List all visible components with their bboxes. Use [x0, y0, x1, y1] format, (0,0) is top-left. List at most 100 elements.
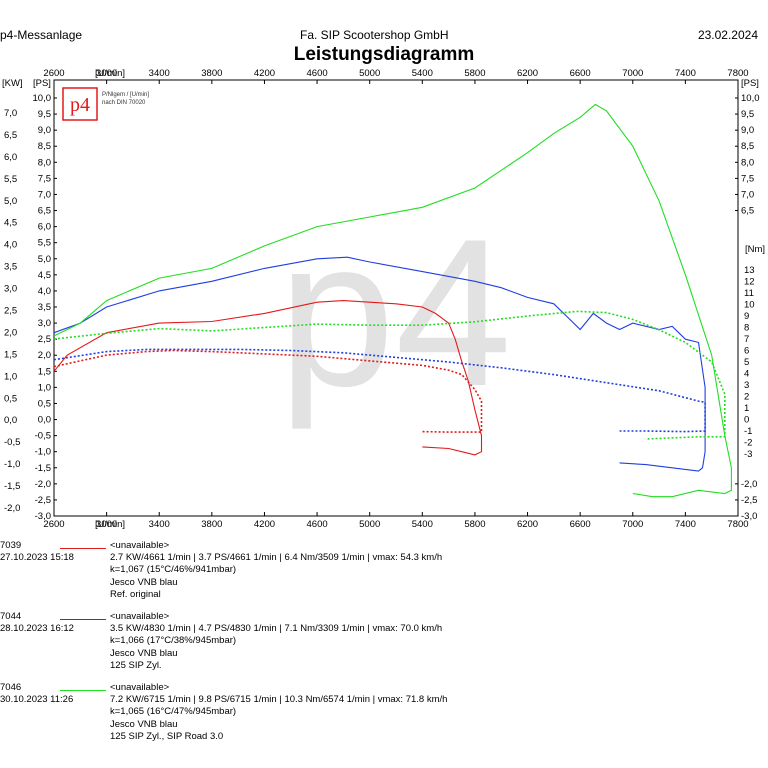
ps-tick-label-left: 5,0 [38, 254, 51, 265]
x-tick-label-top: 5400 [412, 68, 433, 79]
kw-tick-label: -1,5 [4, 481, 20, 492]
header-left: p4-Messanlage [0, 28, 83, 42]
ps-tick-label-left: -0,5 [35, 431, 51, 442]
ps-tick-label-left: 8,5 [38, 141, 51, 152]
ps-tick-label-left: 8,0 [38, 157, 51, 168]
ps-tick-label-left: 1,0 [38, 382, 51, 393]
torque-curve-7046 [53, 310, 726, 440]
x-tick-label-bottom: 7800 [727, 519, 748, 530]
run-details: <unavailable> 7.2 KW/6715 1/min | 9.8 PS/… [110, 682, 447, 743]
nm-tick-label: -2 [744, 438, 752, 449]
x-tick-label-top: 7000 [622, 68, 643, 79]
watermark-p4: p4 [278, 195, 512, 430]
ps-tick-label-left: 10,0 [33, 93, 52, 104]
ps-tick-label-left: 7,5 [38, 173, 51, 184]
x-tick-label-top: 3800 [201, 68, 222, 79]
x-tick-label-top: 6200 [517, 68, 538, 79]
ps-tick-label-left: 3,5 [38, 302, 51, 313]
ps-tick-label-right: -3,0 [741, 511, 757, 522]
run-color-swatch [60, 619, 106, 620]
x-tick-label-top: 5000 [359, 68, 380, 79]
kw-tick-label: 1,5 [4, 349, 17, 360]
ps-tick-label-left: -1,5 [35, 463, 51, 474]
x-tick-label-bottom: 7400 [675, 519, 696, 530]
ps-tick-label-left: 7,0 [38, 189, 51, 200]
x-tick-label-top: 4600 [307, 68, 328, 79]
run-entry-7046: 7046 30.10.2023 11:26 <unavailable> 7.2 KW/… [0, 682, 768, 752]
power-curve-7044 [53, 256, 706, 472]
run-details: <unavailable> 2.7 KW/4661 1/min | 3.7 PS/… [110, 540, 442, 601]
nm-tick-label: 7 [744, 334, 749, 345]
kw-tick-label: -0,5 [4, 437, 20, 448]
x-tick-label-bottom: 5000 [359, 519, 380, 530]
run-color-swatch [60, 548, 106, 549]
logo-caption-2: nach DIN 70020 [102, 100, 146, 106]
ps-tick-label-left: 6,5 [38, 206, 51, 217]
x-tick-label-bottom: 5400 [412, 519, 433, 530]
nm-tick-label: 11 [744, 288, 754, 299]
x-axis-label-bottom: [U/min] [95, 519, 125, 530]
kw-tick-label: 1,0 [4, 371, 17, 382]
nm-axis-label: [Nm] [745, 244, 765, 255]
dyno-chart: p4 p4 P/Nlgem / [U/min] nach DIN 70020 2600 2… [2, 68, 765, 530]
ps-tick-label-right: 8,0 [741, 157, 754, 168]
ps-tick-label-left: -1,0 [35, 447, 51, 458]
nm-tick-label: 13 [744, 265, 755, 276]
torque-curve-7044 [53, 348, 706, 433]
chart-title: Leistungsdiagramm [293, 44, 475, 65]
x-tick-label-top: 7400 [675, 68, 696, 79]
kw-tick-label: 2,5 [4, 306, 17, 317]
kw-tick-label: 6,5 [4, 130, 17, 141]
ps-tick-label-left: -2,0 [35, 479, 51, 490]
run-code: 7046 [0, 682, 22, 693]
nm-tick-label: 1 [744, 403, 749, 414]
x-tick-label-bottom: 3400 [149, 519, 170, 530]
run-detail-line: 125 SIP Zyl., SIP Road 3.0 [110, 730, 224, 742]
ps-tick-label-right: 9,0 [741, 125, 754, 136]
run-detail-line: Jesco VNB blau [110, 647, 178, 659]
run-date: 30.10.2023 11:26 [0, 694, 74, 705]
kw-tick-label: -2,0 [4, 503, 20, 514]
run-detail-line: k=1,067 (15°C/46%/941mbar) [110, 564, 237, 576]
run-detail-line: <unavailable> [110, 682, 170, 693]
run-detail-line: 125 SIP Zyl. [110, 659, 162, 671]
run-detail-line: Ref. original [110, 588, 161, 600]
kw-tick-label: 0,0 [4, 415, 17, 426]
plot-frame [53, 79, 739, 517]
x-tick-label-bottom: 5800 [464, 519, 485, 530]
nm-tick-label: 9 [744, 311, 749, 322]
x-tick-label-bottom: 4600 [307, 519, 328, 530]
kw-tick-label: 5,0 [4, 196, 17, 207]
run-detail-line: <unavailable> [110, 611, 170, 622]
ps-axis-label-left: [PS] [33, 78, 51, 89]
nm-tick-label: 12 [744, 277, 755, 288]
ps-tick-label-right: 9,5 [741, 109, 754, 120]
x-tick-label-top: 4200 [254, 68, 275, 79]
x-tick-label-bottom: 6600 [570, 519, 591, 530]
x-tick-label-top: 3000 [96, 68, 117, 79]
logo-caption-1: P/Nlgem / [U/min] [102, 92, 149, 98]
run-detail-line: Jesco VNB blau [110, 718, 178, 730]
x-tick-label-top: 7800 [727, 68, 748, 79]
power-curve-7039 [53, 300, 483, 456]
nm-tick-label: 0 [744, 415, 749, 426]
x-tick-label-top: 2600 [43, 68, 64, 79]
nm-tick-label: 10 [744, 300, 755, 311]
kw-tick-label: 3,5 [4, 262, 17, 273]
power-curve-7046 [53, 103, 732, 498]
run-detail-line: 2.7 KW/4661 1/min | 3.7 PS/4661 1/min | … [110, 552, 443, 564]
x-tick-label-bottom: 3800 [201, 519, 222, 530]
x-tick-label-bottom: 7000 [622, 519, 643, 530]
ps-axis-label-right: [PS] [741, 78, 759, 89]
nm-tick-label: 4 [744, 369, 749, 380]
x-tick-label-bottom: 2600 [43, 519, 64, 530]
ps-tick-label-right: 7,0 [741, 189, 754, 200]
ps-tick-label-left: -3,0 [35, 511, 51, 522]
ps-tick-label-left: -2,5 [35, 495, 51, 506]
kw-tick-label: 4,5 [4, 218, 17, 229]
run-code: 7039 [0, 540, 22, 551]
run-details: <unavailable> 3.5 KW/4830 1/min | 4.7 PS/… [110, 611, 442, 672]
ps-tick-label-left: 4,5 [38, 270, 51, 281]
x-tick-label-bottom: 3000 [96, 519, 117, 530]
x-axis-label-top: [U/min] [95, 68, 125, 79]
